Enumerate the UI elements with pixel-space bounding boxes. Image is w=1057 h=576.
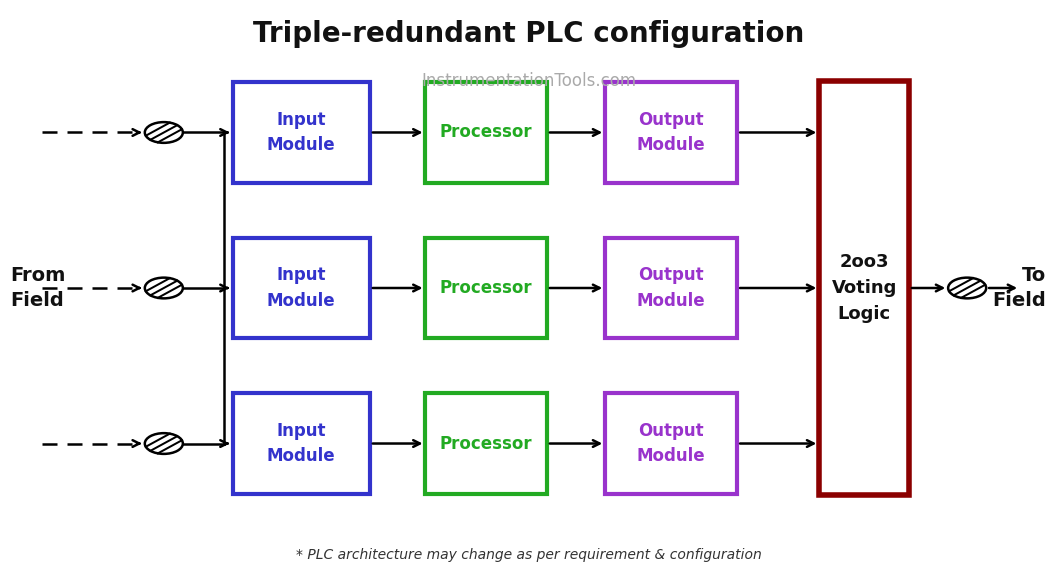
Text: Input
Module: Input Module (267, 422, 335, 465)
Bar (605, 393, 738, 494)
Text: 2oo3
Voting
Logic: 2oo3 Voting Logic (832, 253, 896, 323)
Text: Output
Module: Output Module (637, 267, 705, 309)
Text: Output
Module: Output Module (637, 422, 705, 465)
Bar (233, 238, 370, 339)
Bar (425, 238, 548, 339)
Text: * PLC architecture may change as per requirement & configuration: * PLC architecture may change as per req… (296, 548, 761, 562)
Text: From
Field: From Field (11, 266, 66, 310)
Bar (819, 81, 909, 495)
Text: To
Field: To Field (993, 266, 1046, 310)
Text: InstrumentationTools.com: InstrumentationTools.com (421, 72, 636, 90)
Bar (605, 238, 738, 339)
Text: Processor: Processor (440, 279, 533, 297)
Text: Output
Module: Output Module (637, 111, 705, 154)
Text: Processor: Processor (440, 434, 533, 453)
Text: Input
Module: Input Module (267, 111, 335, 154)
Bar (605, 82, 738, 183)
Text: Input
Module: Input Module (267, 267, 335, 309)
Text: Processor: Processor (440, 123, 533, 142)
Bar (233, 82, 370, 183)
Bar (425, 82, 548, 183)
Bar (425, 393, 548, 494)
Text: Triple-redundant PLC configuration: Triple-redundant PLC configuration (253, 20, 804, 48)
Bar (233, 393, 370, 494)
